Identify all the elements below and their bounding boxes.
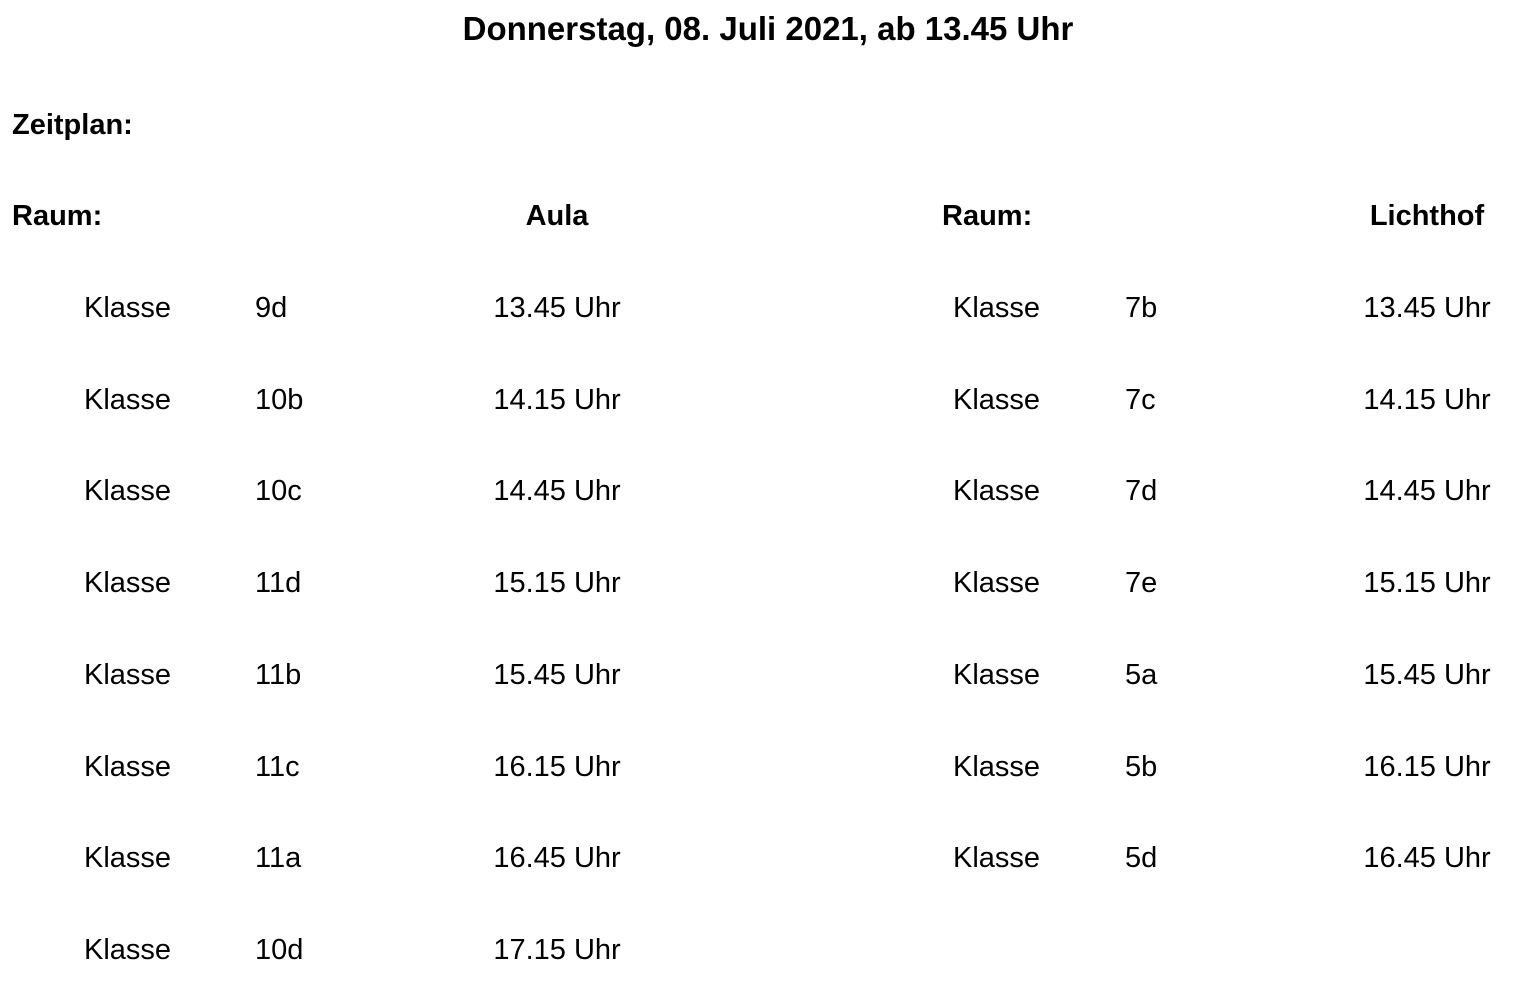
- schedule-class-label: Klasse: [84, 934, 172, 966]
- schedule-class-label: Klasse: [84, 475, 172, 507]
- page-title: Donnerstag, 08. Juli 2021, ab 13.45 Uhr: [462, 10, 1074, 47]
- schedule-class-label: Klasse: [84, 842, 172, 874]
- schedule-time: 15.15 Uhr: [1363, 567, 1491, 599]
- room-label-left: Raum:: [12, 200, 103, 232]
- schedule-time: 15.15 Uhr: [493, 567, 621, 599]
- schedule-class-label: Klasse: [84, 751, 172, 783]
- room-name-right: Lichthof: [1369, 200, 1485, 232]
- schedule-time: 16.15 Uhr: [1363, 751, 1491, 783]
- schedule-class-name: 5a: [1125, 659, 1158, 691]
- room-label-right: Raum:: [942, 200, 1033, 232]
- schedule-time: 14.15 Uhr: [1363, 384, 1491, 416]
- schedule-class-name: 7e: [1125, 567, 1158, 599]
- schedule-class-label: Klasse: [953, 751, 1041, 783]
- schedule-class-label: Klasse: [953, 659, 1041, 691]
- schedule-class-label: Klasse: [84, 567, 172, 599]
- schedule-class-name: 7d: [1125, 475, 1158, 507]
- room-name-left: Aula: [525, 200, 589, 232]
- schedule-class-label: Klasse: [84, 384, 172, 416]
- schedule-time: 13.45 Uhr: [493, 292, 621, 324]
- schedule-class-label: Klasse: [953, 842, 1041, 874]
- schedule-class-name: 11b: [255, 659, 302, 691]
- schedule-time: 16.15 Uhr: [493, 751, 621, 783]
- schedule-class-label: Klasse: [84, 659, 172, 691]
- section-label: Zeitplan:: [12, 109, 133, 141]
- schedule-time: 15.45 Uhr: [493, 659, 621, 691]
- schedule-class-label: Klasse: [953, 384, 1041, 416]
- schedule-class-name: 10d: [255, 934, 304, 966]
- schedule-class-name: 5d: [1125, 842, 1158, 874]
- schedule-class-name: 11a: [255, 842, 302, 874]
- schedule-time: 17.15 Uhr: [493, 934, 621, 966]
- schedule-class-name: 5b: [1125, 751, 1158, 783]
- schedule-time: 15.45 Uhr: [1363, 659, 1491, 691]
- schedule-time: 13.45 Uhr: [1363, 292, 1491, 324]
- schedule-class-name: 9d: [255, 292, 288, 324]
- schedule-time: 14.45 Uhr: [1363, 475, 1491, 507]
- schedule-time: 14.45 Uhr: [493, 475, 621, 507]
- schedule-class-name: 10b: [255, 384, 304, 416]
- schedule-class-label: Klasse: [953, 475, 1041, 507]
- schedule-class-name: 11d: [255, 567, 302, 599]
- schedule-time: 16.45 Uhr: [1363, 842, 1491, 874]
- schedule-class-name: 10c: [255, 475, 302, 507]
- schedule-class-label: Klasse: [84, 292, 172, 324]
- schedule-time: 14.15 Uhr: [493, 384, 621, 416]
- schedule-class-name: 7c: [1125, 384, 1156, 416]
- schedule-class-name: 7b: [1125, 292, 1158, 324]
- schedule-class-name: 11c: [255, 751, 300, 783]
- schedule-class-label: Klasse: [953, 292, 1041, 324]
- schedule-time: 16.45 Uhr: [493, 842, 621, 874]
- schedule-class-label: Klasse: [953, 567, 1041, 599]
